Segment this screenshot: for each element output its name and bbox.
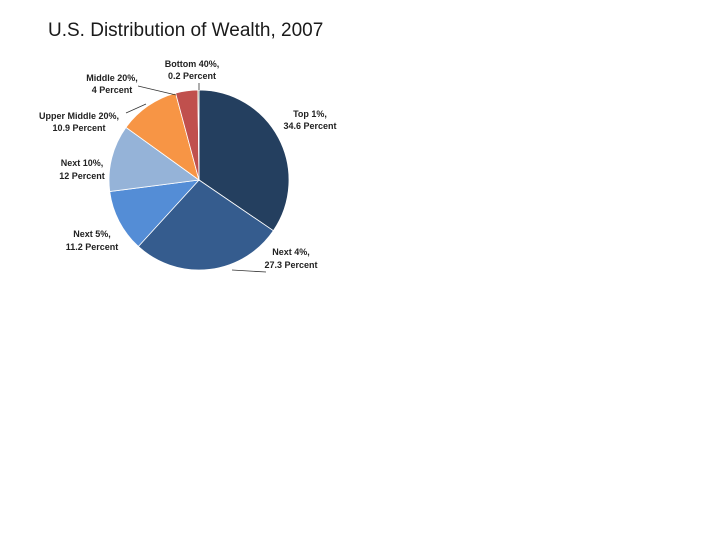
pie-label: Bottom 40%, 0.2 Percent [165,59,220,81]
pie-leader-lines [125,83,267,273]
pie-label-name: Next 10%, [61,158,104,168]
pie-slice-top-1 [198,89,290,232]
pie-label-name: Bottom 40%, [165,59,220,69]
pie-label-value: 12 Percent [59,171,105,181]
pie-label-name: Upper Middle 20%, [39,111,119,121]
pie-label-name: Top 1%, [293,109,327,119]
chart-title: U.S. Distribution of Wealth, 2007 [48,20,324,41]
pie-label: Middle 20%, 4 Percent [86,73,138,95]
pie-label-value: 11.2 Percent [66,242,119,252]
pie-label: Next 4%, 27.3 Percent [264,247,317,270]
pie-label-name: Next 5%, [73,229,111,239]
pie-label-value: 10.9 Percent [52,123,105,133]
pie-label-name: Middle 20%, [86,73,138,83]
pie-label: Upper Middle 20%, 10.9 Percent [39,111,119,133]
leader-line [231,269,267,273]
pie-label-value: 4 Percent [92,85,133,95]
pie-label-value: 0.2 Percent [168,71,216,81]
pie-slice-next-10 [108,126,201,192]
pie-slice-next-4 [137,179,274,271]
pie-label: Top 1%, 34.6 Percent [283,109,336,131]
pie-label-name: Next 4%, [272,247,310,257]
pie-label: Next 10%, 12 Percent [59,158,105,181]
pie-label: Next 5%, 11.2 Percent [66,229,119,252]
pie-label-value: 27.3 Percent [264,260,317,270]
leader-line [137,85,177,96]
leader-line [125,103,147,114]
pie-slices [108,89,290,271]
pie-label-value: 34.6 Percent [283,121,336,131]
